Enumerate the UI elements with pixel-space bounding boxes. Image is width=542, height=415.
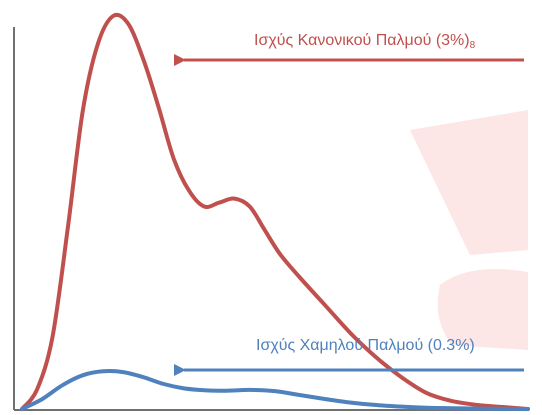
low-annotation-label: Ισχύς Χαμηλού Παλμού (0.3%) bbox=[256, 337, 475, 354]
normal-pulse-curve bbox=[20, 12, 530, 411]
watermark-shape-lower bbox=[437, 268, 528, 350]
watermark-logo bbox=[410, 110, 528, 350]
low-pulse-curve bbox=[20, 369, 530, 411]
watermark-shape-upper bbox=[410, 110, 528, 255]
normal-annotation-label: Ισχύς Κανονικού Παλμού (3%)8 bbox=[254, 32, 476, 51]
normal-annotation-subscript: 8 bbox=[470, 40, 476, 51]
